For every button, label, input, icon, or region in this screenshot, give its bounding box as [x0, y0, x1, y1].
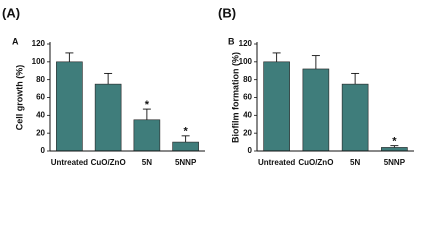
bar [263, 61, 290, 152]
y-tick-label: 20 [36, 128, 45, 137]
panel-label: (B) [218, 5, 236, 20]
significance-mark: * [392, 136, 397, 148]
significance-mark: * [183, 126, 188, 138]
bar [56, 61, 83, 152]
y-axis-label: Cell growth (%) [14, 65, 24, 131]
panel-label: (A) [2, 5, 20, 20]
inner-label: B [228, 36, 235, 46]
y-tick-label: 120 [32, 39, 46, 48]
y-tick-label: 80 [243, 75, 252, 84]
bar [172, 141, 199, 152]
x-tick-label: Untreated [51, 158, 88, 167]
bar [133, 119, 161, 152]
y-tick-label: 20 [243, 128, 252, 137]
x-tick-label: CuO/ZnO [91, 158, 126, 167]
bar [341, 83, 369, 152]
x-tick-label: CuO/ZnO [298, 158, 333, 167]
y-tick-label: 80 [36, 75, 45, 84]
y-axis-label: Biofilm formation (%) [230, 52, 240, 143]
y-tick-label: 60 [36, 93, 45, 102]
inner-label: A [12, 36, 19, 46]
x-tick-label: 5N [142, 158, 152, 167]
y-tick-label: 40 [36, 110, 45, 119]
x-tick-label: 5NNP [384, 158, 406, 167]
x-tick-label: 5N [350, 158, 360, 167]
y-tick-label: 60 [243, 93, 252, 102]
y-tick-label: 120 [239, 39, 253, 48]
significance-mark: * [145, 99, 150, 111]
y-tick-label: 100 [239, 57, 253, 66]
bar [302, 68, 330, 152]
bar [94, 83, 122, 152]
y-tick-label: 0 [248, 146, 253, 155]
y-tick-label: 40 [243, 110, 252, 119]
y-tick-label: 0 [41, 146, 46, 155]
figure: (A) A Cell growth (%) 0 20 40 60 80 100 120 Untrea… [2, 5, 414, 167]
x-tick-label: 5NNP [175, 158, 197, 167]
x-tick-label: Untreated [258, 158, 295, 167]
y-tick-label: 100 [32, 57, 46, 66]
bar [381, 147, 408, 152]
